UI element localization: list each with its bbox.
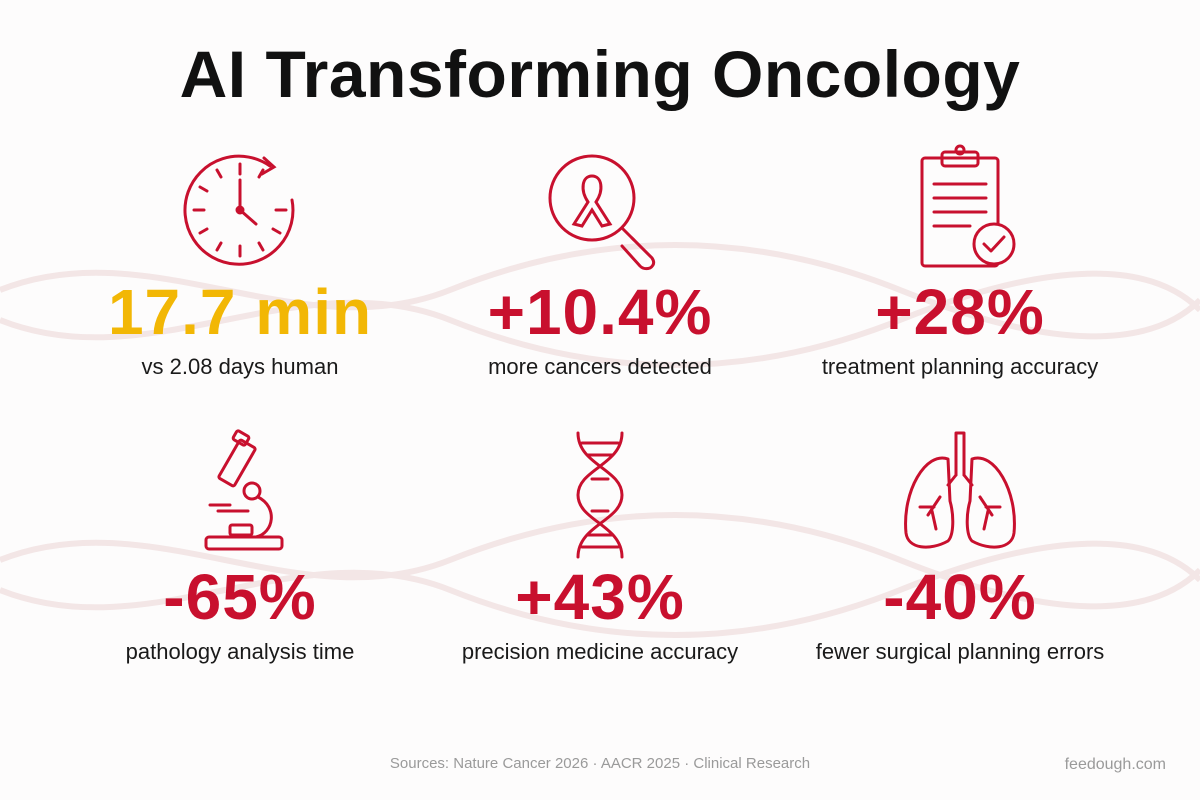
stat-label: fewer surgical planning errors <box>815 639 1105 664</box>
stat-label: pathology analysis time <box>125 639 355 664</box>
sources-footnote: Sources: Nature Cancer 2026 · AACR 2025 … <box>389 755 811 772</box>
cancer-ribbon-magnifier-icon <box>530 140 670 280</box>
clock-icon <box>170 140 310 280</box>
stat-value: 17.7 min <box>107 276 373 348</box>
stat-card-precision: +43% precision medicine accuracy <box>420 425 780 710</box>
stat-label: treatment planning accuracy <box>821 354 1099 379</box>
stat-value: +10.4% <box>487 276 713 348</box>
stat-label: precision medicine accuracy <box>461 639 739 664</box>
dna-helix-icon <box>530 425 670 565</box>
stat-card-turnaround: 17.7 min vs 2.08 days human <box>60 140 420 425</box>
stats-grid: 17.7 min vs 2.08 days human +10.4% more … <box>60 140 1140 710</box>
stat-card-surgical: -40% fewer surgical planning errors <box>780 425 1140 710</box>
page-title: AI Transforming Oncology <box>179 37 1021 111</box>
microscope-icon <box>170 425 310 565</box>
stat-value: +43% <box>515 561 685 633</box>
stat-card-treatment: +28% treatment planning accuracy <box>780 140 1140 425</box>
stat-label: vs 2.08 days human <box>141 354 339 379</box>
stat-value: +28% <box>875 276 1045 348</box>
lungs-icon <box>890 425 1030 565</box>
stat-value: -65% <box>163 561 317 633</box>
stat-label: more cancers detected <box>488 354 712 379</box>
stat-card-pathology: -65% pathology analysis time <box>60 425 420 710</box>
stat-value: -40% <box>883 561 1037 633</box>
brand-watermark: feedough.com <box>1064 756 1166 773</box>
clipboard-check-icon <box>890 140 1030 280</box>
stat-card-detection: +10.4% more cancers detected <box>420 140 780 425</box>
